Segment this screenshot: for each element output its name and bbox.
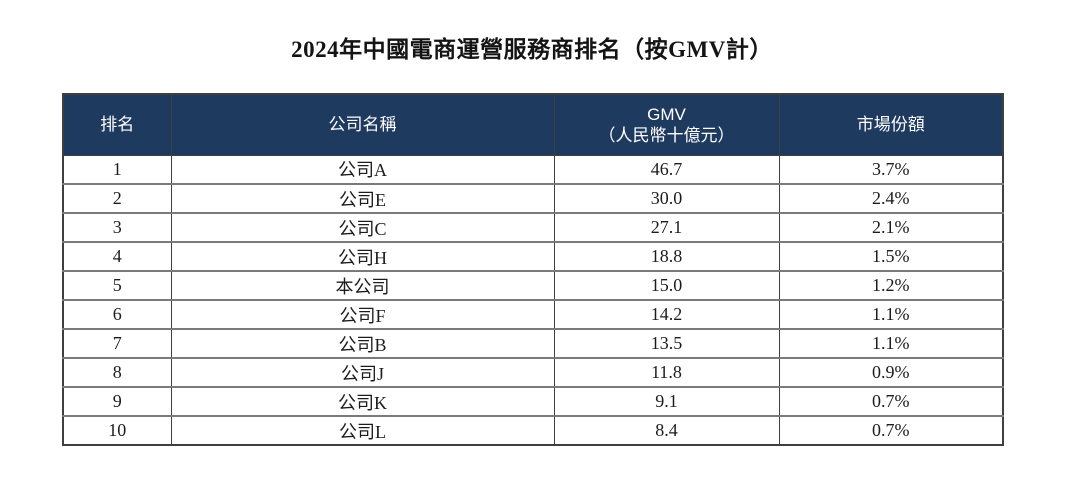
rank-cell: 3 [62,212,172,242]
gmv-cell: 11.8 [553,357,780,387]
ranking-table: 排名 公司名稱 GMV （人民幣十億元） 市場份額 1 公司A 46.7 3.7… [62,93,1004,446]
company-cell: 公司J [170,357,555,387]
table-row: 5 本公司 15.0 1.2% [62,270,1004,300]
col-header-rank: 排名 [62,94,172,155]
company-cell: 公司A [170,154,555,184]
rank-cell: 2 [62,183,172,213]
gmv-cell: 18.8 [553,241,780,271]
gmv-cell: 46.7 [553,154,780,184]
col-header-company: 公司名稱 [170,94,555,155]
gmv-cell: 14.2 [553,299,780,329]
table-row: 8 公司J 11.8 0.9% [62,357,1004,387]
share-cell: 0.7% [778,386,1004,416]
company-cell: 公司L [170,415,555,445]
company-cell: 公司C [170,212,555,242]
ranking-table-container: 排名 公司名稱 GMV （人民幣十億元） 市場份額 1 公司A 46.7 3.7… [62,93,1004,446]
gmv-cell: 30.0 [553,183,780,213]
table-row: 1 公司A 46.7 3.7% [62,154,1004,184]
share-cell: 0.7% [778,415,1004,445]
share-cell: 1.1% [778,299,1004,329]
share-cell: 3.7% [778,154,1004,184]
table-row: 10 公司L 8.4 0.7% [62,415,1004,445]
col-header-gmv-line2: （人民幣十億元） [598,125,735,145]
share-cell: 0.9% [778,357,1004,387]
gmv-cell: 8.4 [553,415,780,445]
rank-cell: 6 [62,299,172,329]
gmv-cell: 27.1 [553,212,780,242]
col-header-gmv: GMV （人民幣十億元） [553,94,780,155]
table-header: 排名 公司名稱 GMV （人民幣十億元） 市場份額 [62,94,1004,155]
gmv-cell: 9.1 [553,386,780,416]
rank-cell: 5 [62,270,172,300]
table-row: 7 公司B 13.5 1.1% [62,328,1004,358]
table-row: 4 公司H 18.8 1.5% [62,241,1004,271]
gmv-cell: 15.0 [553,270,780,300]
col-header-gmv-line1: GMV [647,104,686,124]
rank-cell: 4 [62,241,172,271]
company-cell: 公司H [170,241,555,271]
rank-cell: 9 [62,386,172,416]
share-cell: 1.2% [778,270,1004,300]
table-body: 1 公司A 46.7 3.7% 2 公司E 30.0 2.4% 3 公司C 27… [62,154,1004,445]
table-row: 3 公司C 27.1 2.1% [62,212,1004,242]
table-row: 2 公司E 30.0 2.4% [62,183,1004,213]
page-title: 2024年中國電商運營服務商排名（按GMV計） [291,37,773,62]
company-cell: 公司B [170,328,555,358]
rank-cell: 7 [62,328,172,358]
rank-cell: 8 [62,357,172,387]
gmv-cell: 13.5 [553,328,780,358]
table-row: 6 公司F 14.2 1.1% [62,299,1004,329]
share-cell: 1.5% [778,241,1004,271]
col-header-share: 市場份額 [778,94,1004,155]
rank-cell: 1 [62,154,172,184]
company-cell: 公司K [170,386,555,416]
table-row: 9 公司K 9.1 0.7% [62,386,1004,416]
rank-cell: 10 [62,415,172,445]
share-cell: 2.1% [778,212,1004,242]
share-cell: 1.1% [778,328,1004,358]
header-row: 排名 公司名稱 GMV （人民幣十億元） 市場份額 [62,94,1004,155]
company-cell: 公司E [170,183,555,213]
company-cell: 公司F [170,299,555,329]
company-cell: 本公司 [170,270,555,300]
share-cell: 2.4% [778,183,1004,213]
